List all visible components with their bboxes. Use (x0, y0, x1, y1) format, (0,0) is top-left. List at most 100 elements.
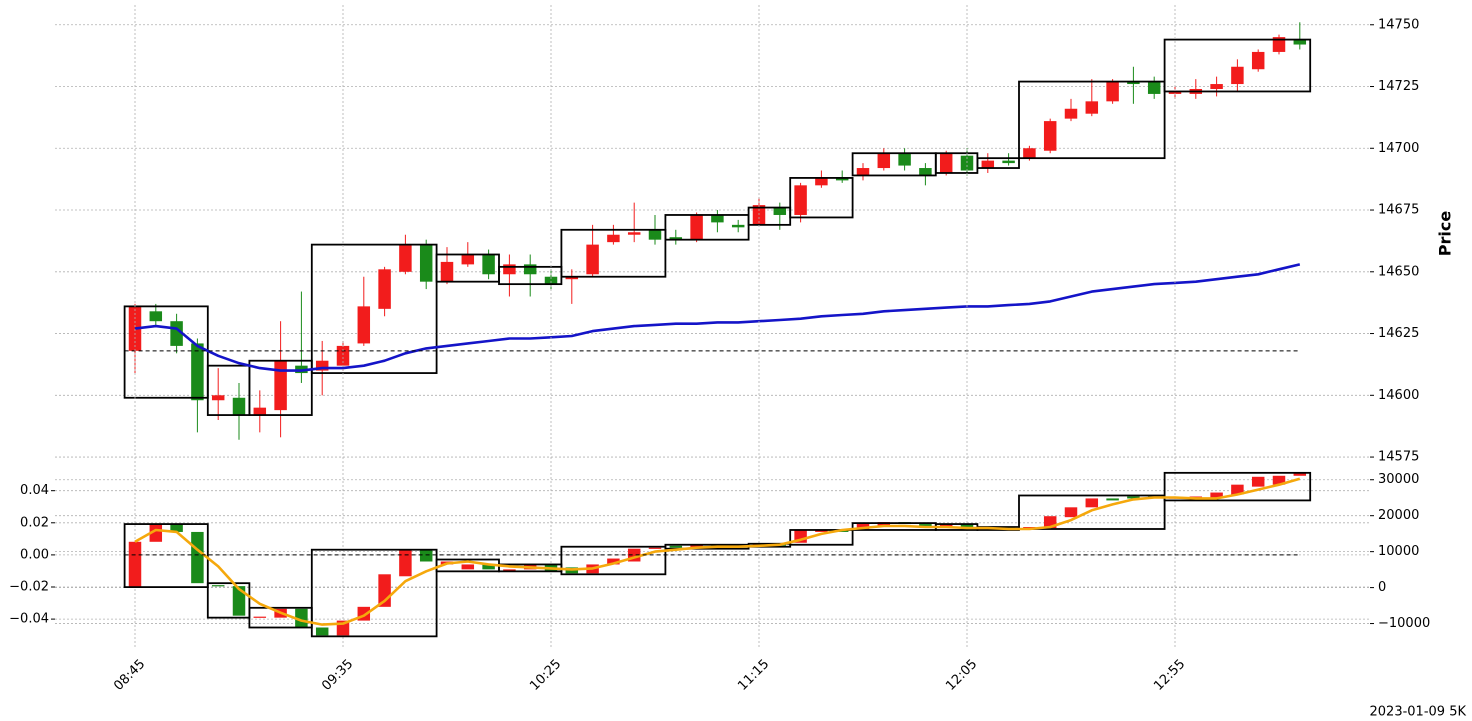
candle-body (295, 608, 308, 628)
candle-body (1023, 148, 1036, 159)
y-tick-label: −10000 (1378, 616, 1430, 631)
candle-body (1127, 496, 1140, 499)
candle-body (191, 531, 204, 584)
range-box (976, 157, 1020, 169)
candle-body (523, 264, 537, 275)
y-tick-label: 14750 (1378, 17, 1419, 32)
range-box (1018, 80, 1166, 160)
candle-body (794, 185, 807, 215)
candle-body (919, 524, 932, 527)
range-box (789, 529, 854, 546)
candle-body (1127, 81, 1140, 85)
candle-body (357, 306, 371, 344)
y-tick-label: 14625 (1378, 326, 1419, 341)
candle-body (586, 244, 599, 275)
candle-body (1168, 91, 1182, 94)
y-tick-label: −0.04 (9, 612, 49, 627)
candle-body (503, 264, 516, 275)
candle-body (856, 523, 870, 529)
candle-body (191, 343, 204, 401)
candle-body (607, 234, 620, 243)
candle-body (1106, 81, 1119, 102)
candle-body (128, 541, 142, 588)
range-box (560, 228, 667, 278)
y-tick-label: 0.04 (20, 483, 49, 498)
line-series (134, 477, 1301, 626)
candle-body (898, 153, 911, 166)
candle-body (482, 254, 495, 275)
candle-body (669, 237, 683, 240)
y-tick-label: 14650 (1378, 264, 1419, 279)
candle-body (877, 522, 891, 527)
candle-body (315, 360, 329, 371)
y-tick-label: 10000 (1378, 544, 1419, 559)
y-axis-label: Price (1436, 211, 1455, 257)
candle-body (461, 564, 475, 570)
y-tick-label: 30000 (1378, 472, 1419, 487)
candle-body (627, 232, 641, 235)
y-tick-label: −0.02 (9, 580, 49, 595)
candle-body (960, 155, 974, 171)
candle-body (1085, 498, 1099, 508)
candle-body (690, 544, 703, 548)
range-box (1163, 38, 1312, 93)
candle-body (128, 306, 142, 351)
candle-body (315, 627, 329, 636)
candle-body (1043, 121, 1057, 151)
candle-body (960, 524, 974, 529)
y-tick-label: 14575 (1378, 450, 1419, 465)
y-tick-label: 14600 (1378, 388, 1419, 403)
candle-body (773, 207, 787, 215)
candle-body (856, 168, 870, 176)
candle-body (419, 244, 433, 282)
candle-body (1210, 492, 1223, 499)
candle-body (1064, 108, 1078, 119)
x-tick-label: 10:25 (527, 657, 564, 694)
candle-body (1293, 39, 1307, 45)
candle-body (1147, 81, 1161, 94)
candle-body (648, 547, 662, 549)
range-box (248, 359, 313, 416)
range-box (1163, 471, 1312, 502)
candle-body (648, 229, 662, 240)
candle-body (1293, 472, 1307, 476)
candle-body (1085, 101, 1099, 114)
footer-text: 2023-01-09 5K (1370, 705, 1467, 720)
x-tick-label: 09:35 (319, 657, 356, 694)
candle-body (419, 549, 433, 562)
candle-body (711, 214, 724, 223)
candle-body (877, 153, 891, 169)
candle-body (919, 168, 932, 176)
y-tick-label: 14675 (1378, 203, 1419, 218)
candle-body (1002, 160, 1015, 164)
x-tick-label: 08:45 (111, 657, 148, 694)
range-box (310, 548, 438, 638)
candle-body (1272, 475, 1286, 485)
candle-body (669, 545, 683, 548)
candle-body (170, 524, 183, 532)
candle-body (731, 224, 745, 228)
range-box (123, 523, 209, 588)
candle-body (253, 407, 267, 416)
candle-body (274, 360, 287, 411)
candle-body (981, 160, 995, 169)
candle-body (440, 261, 454, 282)
range-box (206, 582, 251, 619)
x-tick-label: 11:15 (735, 657, 772, 694)
candle-body (815, 529, 828, 532)
candle-body (815, 177, 828, 186)
candle-body (939, 153, 953, 173)
y-tick-label: 20000 (1378, 508, 1419, 523)
candle-body (336, 345, 350, 366)
candle-body (232, 397, 246, 416)
y-tick-label: 0.02 (20, 515, 49, 530)
candle-body (1272, 37, 1286, 52)
candle-body (1251, 51, 1265, 70)
candle-body (607, 558, 620, 565)
candle-body (399, 549, 412, 577)
range-box (310, 243, 438, 374)
range-box (789, 177, 854, 219)
candle-body (399, 244, 412, 272)
